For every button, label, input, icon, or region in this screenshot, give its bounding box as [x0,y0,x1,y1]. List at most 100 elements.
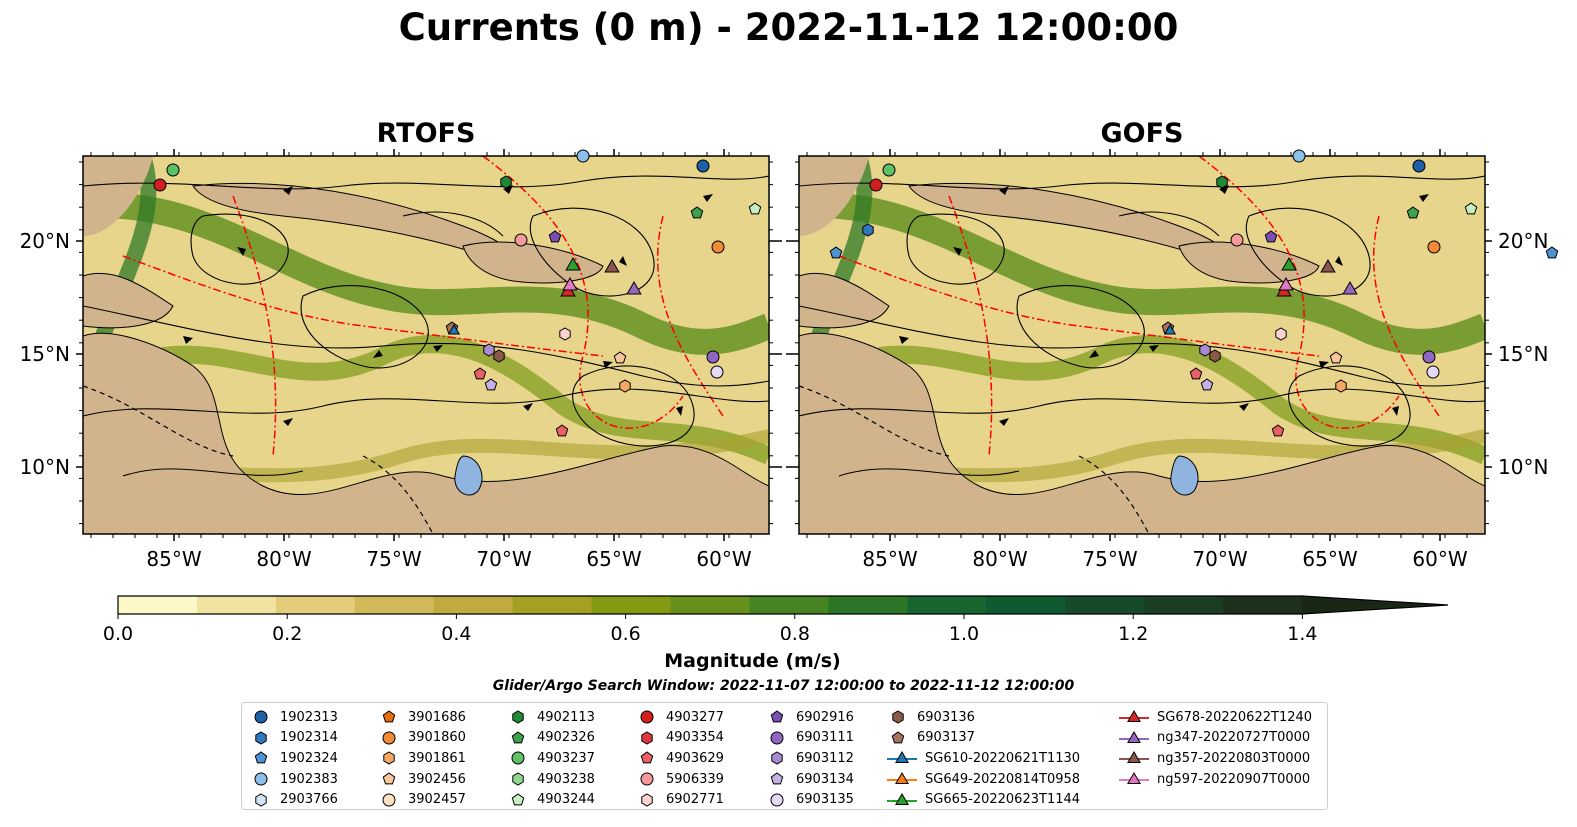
map-marker-4902113 [500,175,512,189]
colorbar-bin [828,596,908,614]
colorbar-bin [433,596,514,614]
legend-entry: 4903238 [507,769,595,790]
legend-entry-label: 1902313 [280,709,338,725]
float-circle-icon [640,710,654,724]
legend-entry: SG665-20220623T1144 [887,789,1080,810]
legend-column: 4903277 4903354 4903629 5906339 6902771 [636,707,724,810]
legend-entry-label: SG649-20220814T0958 [925,771,1081,787]
colorbar-tick-label: 0.6 [610,623,640,640]
legend-entry: 6902771 [636,789,724,810]
legend-entry-label: 6902771 [666,792,724,808]
legend-entry-label: 2903766 [280,792,338,808]
legend-entry-label: SG610-20220621T1130 [925,750,1081,766]
float-circle-icon [770,731,784,745]
legend-entry-label: 1902314 [280,730,338,746]
rtofs-map [83,156,769,534]
legend-entry: 3901861 [378,748,466,769]
colorbar-tick-label: 0.2 [272,623,302,640]
colorbar: 0.0 0.2 0.4 0.6 0.8 1.0 1.2 1.4 [103,595,1449,640]
panel-title-rtofs: RTOFS [376,118,476,149]
lon-tick-label: 65°W [586,547,641,571]
float-glider-markers [153,149,1559,437]
legend-entry: 1902324 [250,748,338,769]
legend-entry: 3902457 [378,789,466,810]
lon-tick-label: 70°W [476,547,531,571]
gofs-map-frame [798,155,1486,535]
colorbar-bin [986,596,1066,614]
colorbar-bin [1065,596,1145,614]
legend-entry-label: ng597-20220907T0000 [1157,771,1311,787]
map-marker-6903135 [1426,365,1440,379]
legend-entry: 6903135 [766,789,854,810]
lon-tick-label: 85°W [862,547,917,571]
map-marker-4903629 [1189,367,1203,380]
legend-entry: 4903277 [636,707,724,728]
colorbar-bin [354,596,435,614]
rtofs-map-frame [82,155,770,535]
map-marker-SG610-20220621T1130 [1163,324,1177,335]
float-hexagon-icon [255,731,267,745]
map-marker-4903629 [1271,424,1285,437]
colorbar-tick-label: 0.0 [103,623,133,640]
legend-entry-label: ng357-20220803T0000 [1157,750,1311,766]
legend-entry: 1902313 [250,707,338,728]
float-hexagon-icon [641,731,653,745]
map-marker-5906339 [1230,233,1244,247]
legend-entry-label: 3901861 [408,750,466,766]
map-glider-ng597-20220907T0000 [562,276,578,291]
map-marker-6902771 [559,327,571,341]
float-pentagon-icon [770,772,784,785]
colorbar-extend-arrow [1302,596,1448,614]
legend-entry: 4903629 [636,748,724,769]
legend-entry-label: 6902916 [796,709,854,725]
legend-entry-label: 4903277 [666,709,724,725]
legend-entry: 2903766 [250,789,338,810]
legend-entry-label: 3901686 [408,709,466,725]
float-circle-icon [382,793,396,807]
lon-tick-label: 75°W [1082,547,1137,571]
lon-tick-label: 75°W [366,547,421,571]
float-circle-icon [511,751,525,765]
legend-entry-label: 1902324 [280,750,338,766]
glider-line-triangle-icon [1119,751,1149,764]
map-marker-3902456 [1329,351,1343,364]
map-marker-6902771 [1275,327,1287,341]
legend-column: 1902313 1902314 1902324 1902383 2903766 [250,707,338,810]
map-glider-ng357-20220803T0000 [604,258,620,273]
legend-entry: 1902383 [250,769,338,790]
float-pentagon-icon [770,710,784,723]
map-marker-1902314 [862,223,874,237]
legend-entry: 4903354 [636,728,724,749]
legend-column: 4902113 4902326 4903237 4903238 4903244 [507,707,595,810]
map-marker-4903629 [473,367,487,380]
map-marker-3901861 [1335,379,1347,393]
legend-entry: 4902113 [507,707,595,728]
legend-entry: 1902314 [250,728,338,749]
map-marker-6903112 [1199,343,1211,357]
legend-entry: 6903111 [766,728,854,749]
map-marker-1902313 [1412,159,1426,173]
float-hexagon-icon [383,751,395,766]
legend-column: 6903136 6903137 SG610-20220621T1130 SG649-2… [887,707,1080,810]
lat-tick-label: 10°N [20,455,70,479]
lat-tick-label: 20°N [20,229,70,253]
search-window-text: Glider/Argo Search Window: 2022-11-07 12… [492,678,1075,694]
legend-entry-label: 4903238 [537,771,595,787]
colorbar-bin [1223,596,1303,614]
colorbar-tick-label: 1.4 [1287,623,1317,640]
map-marker-3901861 [619,379,631,393]
legend-entry-label: 6903135 [796,792,854,808]
legend-entry: SG649-20220814T0958 [887,769,1080,790]
legend-entry: 6903134 [766,769,854,790]
map-marker-5906339 [514,233,528,247]
legend-entry: 5906339 [636,769,724,790]
map-marker-6903135 [710,365,724,379]
map-marker-1902324 [829,246,843,259]
colorbar-bin [749,596,829,614]
map-marker-4903277 [153,178,167,192]
colorbar-bin [196,596,277,614]
legend-entry-label: 4903237 [537,750,595,766]
map-marker-4903237 [882,163,896,177]
map-marker-4903277 [869,178,883,192]
map-marker-6903112 [483,343,495,357]
